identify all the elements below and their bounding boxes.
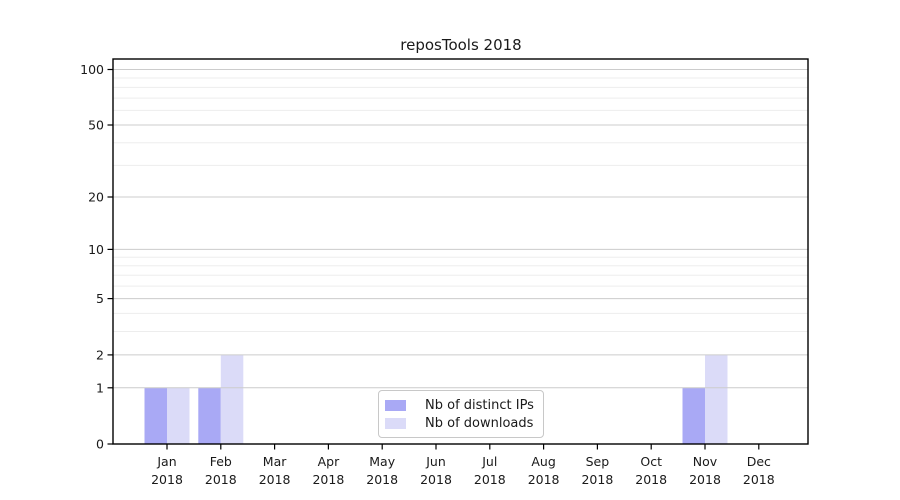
x-tick-label-month-aug: Aug [531,454,555,469]
y-tick-label-2: 2 [96,347,104,362]
bar-feb-downloads [220,354,244,444]
x-tick-label-year-jun: 2018 [420,472,452,487]
y-tick-label-1: 1 [96,380,104,395]
x-tick-label-month-dec: Dec [747,454,771,469]
legend: Nb of distinct IPs Nb of downloads [378,390,544,438]
x-tick-label-year-dec: 2018 [743,472,775,487]
x-tick-label-year-mar: 2018 [259,472,291,487]
x-tick-label-month-may: May [369,454,395,469]
bar-jan-distinct-ips [144,387,167,444]
chart-title: reposTools 2018 [400,36,522,54]
legend-item-distinct-ips: Nb of distinct IPs [385,399,543,412]
y-tick-label-100: 100 [80,62,104,77]
x-tick-label-year-oct: 2018 [635,472,667,487]
y-tick-label-10: 10 [88,242,104,257]
x-tick-label-year-jul: 2018 [474,472,506,487]
x-tick-label-month-sep: Sep [586,454,610,469]
x-tick-label-year-nov: 2018 [689,472,721,487]
x-tick-label-month-mar: Mar [263,454,287,469]
y-tick-label-50: 50 [88,118,104,133]
bar-nov-distinct-ips [682,387,705,444]
legend-swatch-downloads [385,417,406,429]
x-tick-label-year-sep: 2018 [581,472,613,487]
x-tick-label-year-apr: 2018 [312,472,344,487]
legend-label-distinct-ips: Nb of distinct IPs [425,397,534,413]
x-tick-label-month-jun: Jun [425,454,446,469]
x-tick-label-month-nov: Nov [693,454,718,469]
x-tick-label-year-feb: 2018 [205,472,237,487]
bar-nov-downloads [705,354,728,444]
y-tick-label-0: 0 [96,437,104,452]
x-tick-label-month-feb: Feb [210,454,232,469]
y-tick-label-5: 5 [96,291,104,306]
x-tick-label-month-jan: Jan [156,454,176,469]
x-tick-label-month-jul: Jul [481,454,497,469]
x-tick-label-year-may: 2018 [366,472,398,487]
x-tick-label-year-jan: 2018 [151,472,183,487]
legend-item-downloads: Nb of downloads [385,417,543,430]
bar-jan-downloads [167,387,190,444]
bar-feb-distinct-ips [198,387,221,444]
plot-frame [112,58,809,445]
y-tick-label-20: 20 [88,190,104,205]
legend-swatch-distinct-ips [385,399,406,411]
x-tick-label-year-aug: 2018 [528,472,560,487]
x-tick-label-month-oct: Oct [640,454,662,469]
x-tick-label-month-apr: Apr [318,454,340,469]
legend-label-downloads: Nb of downloads [425,415,534,431]
